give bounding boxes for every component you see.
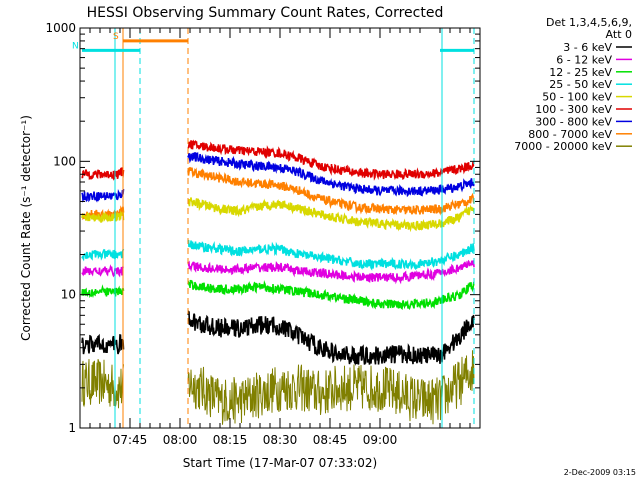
y-tick-label: 1 [68,421,76,435]
series-line-9 [81,350,475,425]
x-tick-label: 08:45 [313,433,348,447]
x-tick-label: 07:45 [113,433,148,447]
legend-label-8: 800 - 7000 keV [528,128,612,141]
series-line-3 [81,279,475,310]
series-line-5 [81,197,475,233]
legend-label-7: 300 - 800 keV [535,115,612,128]
x-axis-label: Start Time (17-Mar-07 07:33:02) [183,456,377,470]
flag-label-n: N [72,41,79,51]
legend-label-3: 12 - 25 keV [549,66,612,79]
series-line-4 [81,239,475,271]
x-tick-label: 08:00 [163,433,198,447]
legend-label-4: 25 - 50 keV [549,78,612,91]
legend-label-2: 6 - 12 keV [556,53,612,66]
series-line-7 [81,151,475,203]
y-tick-label: 10 [61,288,76,302]
legend-label-6: 100 - 300 keV [535,103,612,116]
legend-header-line-2: Att 0 [606,28,632,41]
x-tick-label: 09:00 [363,433,398,447]
legend-label-9: 7000 - 20000 keV [514,140,612,153]
y-tick-label: 100 [53,154,76,168]
legend-label-5: 50 - 100 keV [542,91,612,104]
legend-label-1: 3 - 6 keV [563,41,612,54]
series-line-1 [81,309,475,366]
x-tick-label: 08:30 [263,433,298,447]
flag-label-s: S [113,32,119,42]
chart-title: HESSI Observing Summary Count Rates, Cor… [87,5,444,21]
footer-date: 2-Dec-2009 03:15 [564,468,636,477]
legend-header-line-1: Det 1,3,4,5,6,9, [546,16,632,29]
series-line-6 [81,139,475,181]
y-tick-label: 1000 [45,21,76,35]
series-line-2 [81,259,475,285]
x-tick-label: 08:15 [213,433,248,447]
y-axis-label: Corrected Count Rate (s⁻¹ detector⁻¹) [19,115,33,341]
